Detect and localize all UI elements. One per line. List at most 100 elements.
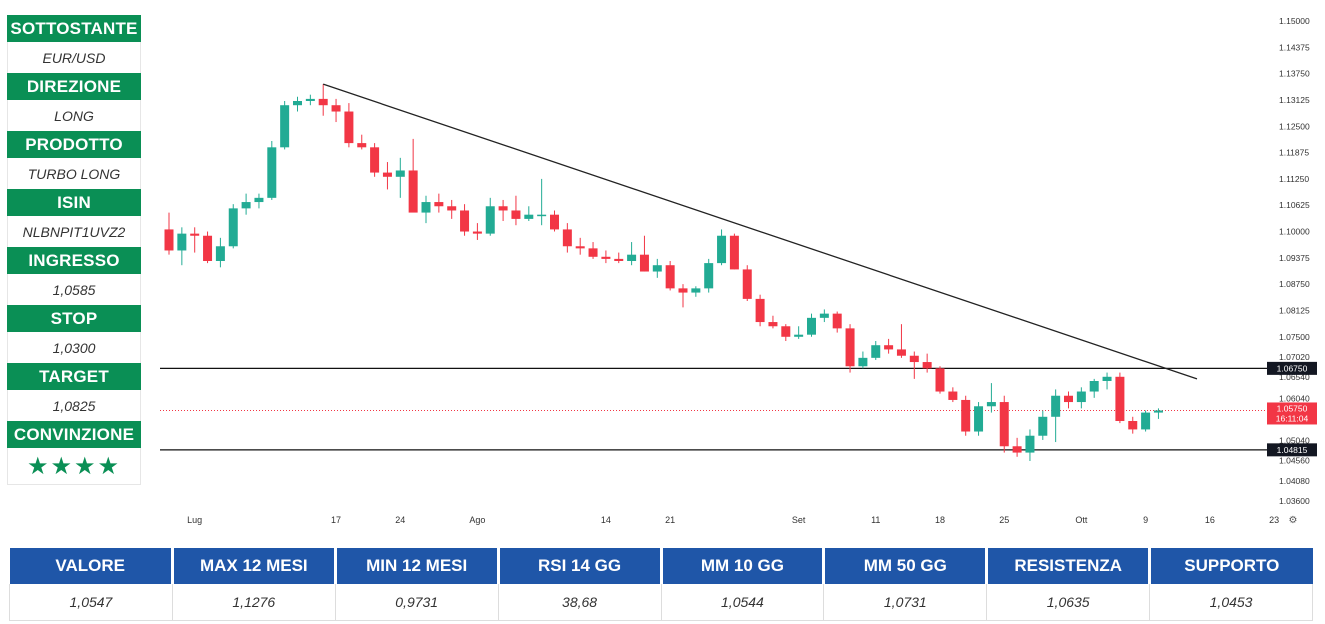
stats-table: VALORE MAX 12 MESI MIN 12 MESI RSI 14 GG…	[9, 548, 1313, 621]
stats-value: 1,0544	[661, 584, 825, 621]
time-tick-label: 9	[1143, 515, 1148, 525]
candle-body	[498, 206, 508, 211]
stats-header: MM 10 GG	[661, 548, 826, 584]
price-tick-label: 1.13750	[1279, 69, 1310, 79]
level-price-label: 1.06750	[1277, 363, 1308, 373]
level-price-label: 1.04815	[1277, 445, 1308, 455]
value-entry: 1,0585	[7, 274, 141, 305]
candle-body	[614, 258, 624, 261]
time-tick-label: 25	[999, 515, 1009, 525]
price-tick-label: 1.09375	[1279, 253, 1310, 263]
candle-body	[678, 288, 688, 293]
candle-body	[267, 147, 277, 198]
time-tick-label: 16	[1205, 515, 1215, 525]
label-product: PRODOTTO	[7, 131, 141, 158]
price-tick-label: 1.15000	[1279, 16, 1310, 26]
stats-header: RESISTENZA	[986, 548, 1152, 584]
candle-body	[832, 313, 842, 329]
stats-header: MM 50 GG	[823, 548, 989, 584]
candle-body	[935, 368, 945, 392]
price-tick-label: 1.12500	[1279, 121, 1310, 131]
candle-body	[395, 170, 405, 177]
price-tick-label: 1.08750	[1279, 279, 1310, 289]
candle-body	[447, 206, 457, 211]
conviction-stars-icon: ★★★★	[7, 448, 141, 485]
price-tick-label: 1.06540	[1279, 372, 1310, 382]
bar-countdown-label: 16:11:04	[1276, 413, 1309, 423]
stats-value: 0,9731	[335, 584, 499, 621]
price-tick-label: 1.10000	[1279, 227, 1310, 237]
price-tick-label: 1.04080	[1279, 476, 1310, 486]
candle-body	[344, 111, 354, 144]
stats-header: RSI 14 GG	[498, 548, 663, 584]
time-tick-label: 23	[1269, 515, 1279, 525]
value-product: TURBO LONG	[7, 158, 141, 189]
time-tick-label: Ago	[469, 515, 485, 525]
price-tick-label: 1.11250	[1279, 174, 1309, 184]
candle-body	[1115, 376, 1125, 421]
time-tick-label: Ott	[1075, 515, 1088, 525]
time-tick-label: Set	[792, 515, 806, 525]
candle-body	[190, 233, 200, 236]
stats-header: SUPPORTO	[1149, 548, 1313, 584]
candle-body	[511, 210, 521, 219]
candle-body	[896, 349, 906, 356]
candle-body	[807, 317, 816, 335]
time-tick-label: 21	[665, 515, 675, 525]
time-tick-label: 24	[395, 515, 405, 525]
label-conviction: CONVINZIONE	[7, 421, 141, 448]
candle-body	[1128, 421, 1138, 430]
candle-body	[318, 98, 328, 106]
candle-body	[781, 326, 791, 337]
last-price-label: 1.05750	[1277, 403, 1308, 413]
candle-body	[922, 362, 932, 369]
candle-body	[729, 235, 739, 270]
candle-body	[537, 214, 547, 217]
price-tick-label: 1.05040	[1279, 435, 1310, 445]
stats-value: 1,1276	[172, 584, 336, 621]
time-tick-label: 17	[331, 515, 341, 525]
label-target: TARGET	[7, 363, 141, 390]
candle-body	[794, 334, 804, 337]
price-tick-label: 1.08125	[1279, 305, 1310, 315]
candle-body	[601, 256, 611, 259]
price-tick-label: 1.14375	[1279, 42, 1310, 52]
candle-body	[742, 269, 752, 299]
candle-body	[382, 172, 392, 177]
candle-body	[434, 202, 444, 207]
candle-body	[1153, 410, 1163, 413]
candle-body	[858, 357, 868, 367]
descending-trendline	[322, 83, 1198, 380]
price-tick-label: 1.07500	[1279, 332, 1310, 342]
label-isin: ISIN	[7, 189, 141, 216]
candle-body	[1025, 435, 1035, 453]
price-tick-label: 1.13125	[1279, 95, 1310, 105]
candle-body	[845, 328, 855, 367]
candle-body	[884, 345, 894, 350]
stats-value: 38,68	[498, 584, 662, 621]
candle-body	[717, 235, 727, 264]
candle-body	[305, 98, 315, 101]
label-entry: INGRESSO	[7, 247, 141, 274]
price-tick-label: 1.10625	[1279, 200, 1310, 210]
candle-body	[909, 355, 919, 363]
stats-header: MAX 12 MESI	[172, 548, 337, 584]
candle-body	[241, 202, 251, 209]
candle-body	[460, 210, 470, 232]
stats-value: 1,0731	[823, 584, 988, 621]
candle-body	[485, 206, 495, 234]
candle-body	[948, 391, 958, 400]
candle-body	[472, 231, 482, 234]
time-tick-label: 14	[601, 515, 611, 525]
candle-body	[755, 298, 765, 323]
gear-icon: ⚙	[1289, 515, 1298, 526]
value-target: 1,0825	[7, 390, 141, 421]
eurusd-candlestick-chart[interactable]: 1.15000 1.14375 1.13750 1.13125 1.12500 1.118…	[150, 0, 1320, 530]
value-stop: 1,0300	[7, 332, 141, 363]
time-tick-label: 11	[871, 515, 880, 525]
candle-body	[691, 288, 701, 293]
candle-body	[961, 399, 971, 432]
candle-body	[1051, 395, 1061, 417]
price-tick-label: 1.06040	[1279, 393, 1310, 403]
candle-body	[1089, 381, 1099, 392]
